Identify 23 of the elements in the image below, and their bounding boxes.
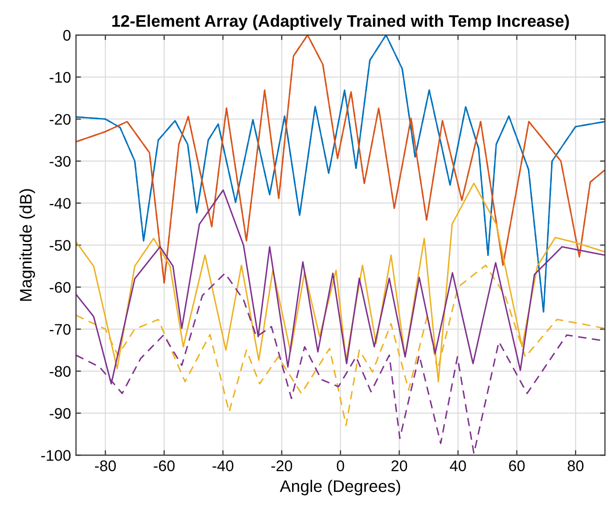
- x-tick-label: 0: [336, 460, 344, 472]
- x-tick-label: 60: [509, 460, 525, 472]
- x-tick-label: -80: [95, 460, 116, 472]
- y-tick-label: -70: [50, 324, 71, 335]
- x-axis-title: Angle (Degrees): [280, 480, 400, 496]
- x-tick-label: 40: [450, 460, 466, 472]
- y-tick-label: -50: [50, 240, 71, 251]
- x-tick-label: -40: [212, 460, 234, 472]
- y-tick-label: -10: [50, 72, 71, 83]
- y-tick-label: -100: [41, 450, 71, 461]
- y-tick-label: -30: [50, 156, 71, 167]
- y-tick-label: -60: [50, 282, 71, 293]
- x-tick-label: 80: [568, 460, 584, 472]
- y-axis-title: Magnitude (dB): [19, 189, 36, 301]
- y-tick-label: -80: [50, 366, 71, 377]
- y-tick-label: -20: [50, 114, 71, 125]
- x-tick-label: -20: [271, 460, 292, 472]
- x-tick-label: 20: [392, 460, 408, 472]
- y-tick-label: -40: [50, 198, 71, 209]
- y-tick-label: 0: [63, 30, 71, 41]
- x-tick-label: -60: [154, 460, 175, 472]
- y-tick-label: -90: [50, 408, 71, 419]
- chart-title: 12-Element Array (Adaptively Trained with Temp Increase): [112, 14, 569, 30]
